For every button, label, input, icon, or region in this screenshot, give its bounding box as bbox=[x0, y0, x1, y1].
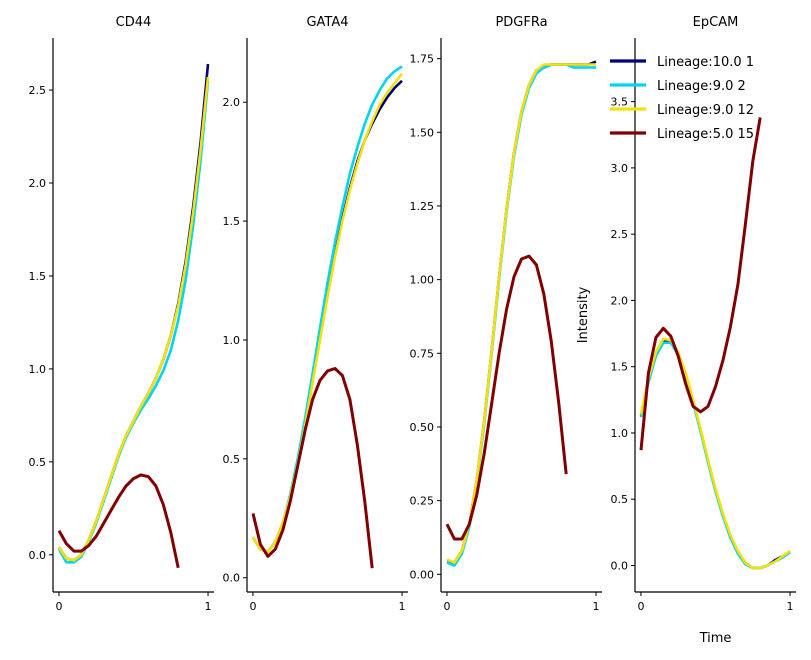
legend: Lineage:10.0 1 Lineage:9.0 2 Lineage:9.0 1… bbox=[610, 55, 754, 142]
y-tick-label: 2.0 bbox=[611, 294, 629, 307]
series-line-lineage-5-0-15 bbox=[251, 367, 374, 569]
legend-label: Lineage:5.0 15 bbox=[657, 127, 754, 142]
y-tick-label: 1.75 bbox=[410, 53, 435, 66]
y-tick-label: 1.00 bbox=[410, 274, 435, 287]
legend-label: Lineage:9.0 12 bbox=[657, 103, 754, 118]
series-line-lineage-5-0-15 bbox=[445, 254, 568, 541]
y-tick-label: 2.5 bbox=[611, 228, 629, 241]
series-line-lineage-9-0-12 bbox=[446, 63, 596, 564]
y-tick-label: 0.0 bbox=[29, 549, 47, 562]
x-axis-label: Time bbox=[699, 631, 732, 646]
y-tick-label: 1.0 bbox=[611, 427, 629, 440]
y-tick-label: 0.25 bbox=[410, 495, 435, 508]
y-tick-label: 1.5 bbox=[29, 270, 47, 283]
legend-label: Lineage:10.0 1 bbox=[657, 55, 754, 70]
y-tick-label: 1.25 bbox=[410, 200, 435, 213]
panel-title: PDGFRa bbox=[495, 15, 547, 30]
y-tick-label: 0.5 bbox=[29, 456, 47, 469]
panel-title: GATA4 bbox=[306, 15, 348, 30]
series-line-lineage-5-0-15 bbox=[57, 473, 180, 569]
y-tick-label: 1.50 bbox=[410, 126, 435, 139]
panel-epcam: EpCAM 0.0 0.5 1.0 1.5 2.0 2.5 3.0 3.5 0 1 Time Inten… bbox=[576, 15, 796, 646]
y-tick-label: 0.75 bbox=[410, 347, 435, 360]
x-tick-label: 1 bbox=[399, 600, 406, 613]
y-tick-label: 1.0 bbox=[223, 334, 241, 347]
panel-gata4: GATA4 0.0 0.5 1.0 1.5 2.0 0 1 bbox=[223, 15, 408, 613]
series-line-lineage-9-0-2 bbox=[446, 63, 596, 567]
y-tick-label: 3.0 bbox=[611, 162, 629, 175]
series-line-lineage-9-0-12 bbox=[251, 72, 404, 553]
series-line-lineage-9-0-12 bbox=[57, 76, 210, 562]
x-tick-label: 0 bbox=[55, 600, 62, 613]
x-tick-label: 0 bbox=[443, 600, 450, 613]
y-tick-label: 0.0 bbox=[223, 572, 241, 585]
series-line-lineage-9-0-2 bbox=[251, 65, 403, 553]
y-tick-label: 0.00 bbox=[410, 568, 435, 581]
panel-pdgfra: PDGFRa 0.00 0.25 0.50 0.75 1.00 1.25 1.50 1.75 0 1 bbox=[410, 15, 602, 613]
y-tick-label: 2.0 bbox=[29, 177, 47, 190]
x-tick-label: 1 bbox=[787, 600, 794, 613]
x-tick-label: 1 bbox=[205, 600, 212, 613]
series-line-lineage-10-0-1 bbox=[251, 79, 403, 553]
series-line-lineage-9-0-2 bbox=[57, 80, 210, 564]
y-tick-label: 0.50 bbox=[410, 421, 435, 434]
panel-title: EpCAM bbox=[693, 15, 739, 30]
y-tick-label: 0.5 bbox=[611, 493, 629, 506]
series-line-lineage-9-0-12 bbox=[639, 337, 791, 570]
series-line-lineage-5-0-15 bbox=[639, 117, 762, 451]
x-tick-label: 0 bbox=[637, 600, 644, 613]
legend-label: Lineage:9.0 2 bbox=[657, 79, 746, 94]
series-line-lineage-10-0-1 bbox=[639, 338, 791, 570]
y-axis-label: Intensity bbox=[576, 286, 591, 343]
series-line-lineage-10-0-1 bbox=[57, 63, 210, 562]
panel-title: CD44 bbox=[116, 15, 152, 30]
x-tick-label: 1 bbox=[593, 600, 600, 613]
y-tick-label: 1.0 bbox=[29, 363, 47, 376]
y-tick-label: 2.0 bbox=[223, 96, 241, 109]
y-tick-label: 3.5 bbox=[611, 96, 629, 109]
x-tick-label: 0 bbox=[249, 600, 256, 613]
y-tick-label: 1.5 bbox=[611, 361, 629, 374]
series-line-lineage-10-0-1 bbox=[447, 60, 597, 564]
y-tick-label: 0.5 bbox=[223, 453, 241, 466]
panel-cd44: CD44 0.0 0.5 1.0 1.5 2.0 2.5 0 1 bbox=[29, 15, 214, 613]
y-tick-label: 0.0 bbox=[611, 559, 629, 572]
y-tick-label: 2.5 bbox=[29, 84, 47, 97]
series-line-lineage-9-0-2 bbox=[639, 341, 791, 570]
y-tick-label: 1.5 bbox=[223, 215, 241, 228]
